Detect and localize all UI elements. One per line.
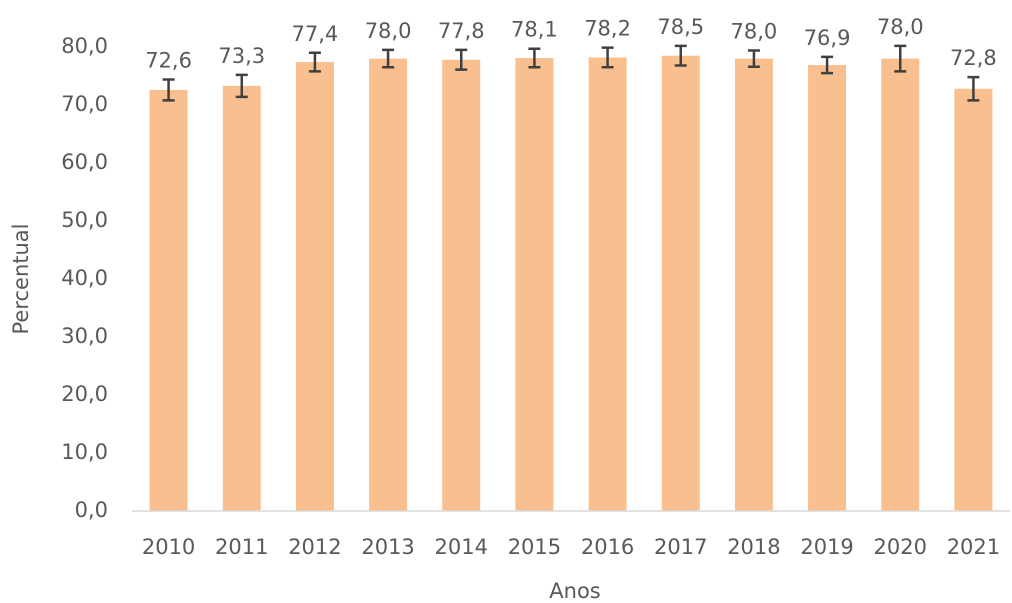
x-tick-label: 2012	[288, 535, 341, 559]
y-tick-label: 60,0	[61, 150, 108, 174]
bar	[149, 89, 188, 512]
error-bar-path	[894, 44, 907, 73]
y-tick-label: 0,0	[75, 498, 108, 522]
data-label: 72,6	[145, 48, 192, 72]
error-bar	[747, 49, 760, 68]
error-bar	[821, 55, 834, 75]
bar	[295, 62, 334, 512]
error-bar-path	[382, 48, 395, 69]
error-bar	[455, 48, 468, 71]
x-axis-title: Anos	[549, 579, 600, 603]
bar	[808, 64, 847, 511]
data-label: 77,4	[292, 22, 339, 46]
error-bar	[528, 47, 541, 69]
error-bar-path	[674, 44, 687, 67]
bar	[661, 55, 700, 511]
bar	[222, 85, 261, 512]
bar	[442, 59, 481, 511]
data-label: 78,5	[657, 15, 704, 39]
error-bar-path	[601, 46, 614, 69]
x-tick-label: 2010	[142, 535, 195, 559]
x-tick-label: 2011	[215, 535, 268, 559]
bar	[515, 58, 554, 512]
x-tick-label: 2013	[361, 535, 414, 559]
error-bar	[308, 51, 321, 73]
y-tick-label: 30,0	[61, 324, 108, 348]
y-tick-label: 70,0	[61, 92, 108, 116]
error-bar-path	[967, 75, 980, 102]
data-label: 78,2	[584, 17, 631, 41]
data-label: 78,0	[731, 19, 778, 43]
y-axis-title: Percentual	[9, 223, 33, 334]
x-tick-label: 2020	[874, 535, 927, 559]
error-bar-path	[528, 47, 541, 69]
error-bar	[235, 73, 248, 99]
error-bar-path	[235, 73, 248, 99]
y-tick-label: 80,0	[61, 34, 108, 58]
bar	[954, 88, 993, 511]
y-tick-label: 40,0	[61, 266, 108, 290]
data-label: 77,8	[438, 19, 485, 43]
error-bar-path	[455, 48, 468, 71]
x-tick-label: 2016	[581, 535, 634, 559]
data-label: 76,9	[804, 26, 851, 50]
data-label: 78,0	[365, 19, 412, 43]
error-bar	[382, 48, 395, 69]
data-label: 78,0	[877, 15, 924, 39]
error-bar	[894, 44, 907, 73]
error-bar-path	[821, 55, 834, 75]
bar	[881, 58, 920, 511]
error-bar-path	[308, 51, 321, 73]
bar	[369, 58, 408, 511]
x-tick-label: 2018	[727, 535, 780, 559]
x-tick-label: 2015	[508, 535, 561, 559]
error-bar	[967, 75, 980, 102]
x-tick-label: 2014	[435, 535, 488, 559]
bar	[588, 57, 627, 511]
x-tick-label: 2019	[800, 535, 853, 559]
error-bar	[162, 78, 175, 102]
y-tick-label: 20,0	[61, 382, 108, 406]
data-label: 73,3	[218, 44, 265, 68]
data-label: 78,1	[511, 18, 558, 42]
y-tick-label: 10,0	[61, 440, 108, 464]
y-tick-label: 50,0	[61, 208, 108, 232]
x-tick-label: 2021	[947, 535, 1000, 559]
x-tick-label: 2017	[654, 535, 707, 559]
data-label: 72,8	[950, 46, 997, 70]
error-bar	[601, 46, 614, 69]
error-bar	[674, 44, 687, 67]
error-bar-path	[747, 49, 760, 68]
bar	[734, 58, 773, 511]
error-bar-path	[162, 78, 175, 102]
